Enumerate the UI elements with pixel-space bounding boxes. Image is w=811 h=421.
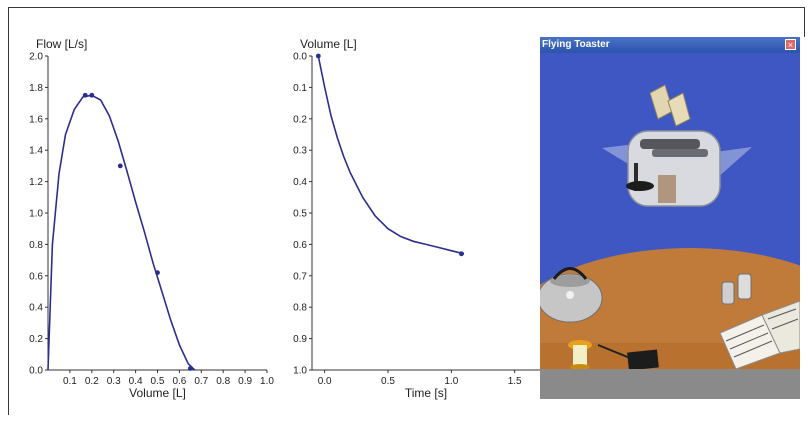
- volume-chart-y-axis-label: Volume [L]: [300, 37, 357, 51]
- volume-chart-y-tick-label: 0.0: [293, 52, 307, 63]
- volume-chart-data-point: [316, 54, 321, 59]
- flying-toaster-window[interactable]: Flying Toaster ×: [540, 37, 800, 399]
- volume-chart-y-tick-label: 0.8: [293, 303, 307, 314]
- volume-chart-y-tick-label: 0.2: [293, 114, 307, 125]
- volume-chart-y-tick-label: 0.9: [293, 334, 307, 345]
- volume-chart-series-line: [318, 56, 464, 254]
- volume-chart-y-tick-label: 0.3: [293, 146, 307, 157]
- volume-chart-x-axis-label: Time [s]: [405, 386, 447, 400]
- volume-chart-y-tick-label: 0.4: [293, 177, 307, 188]
- volume-time-chart: 0.0 0.1 0.2 0.3 0.4 0.5 0.6 0.7 0.8 0.9 1.0 0.0 0.5 1…: [0, 0, 540, 421]
- volume-chart-data-point: [459, 251, 464, 256]
- volume-chart-x-tick-label: 0.5: [381, 376, 395, 387]
- toaster-scene: [540, 53, 800, 369]
- window-title: Flying Toaster: [542, 39, 610, 50]
- volume-chart-x-tick-label: 1.5: [508, 376, 522, 387]
- volume-chart-y-tick-label: 0.6: [293, 240, 307, 251]
- volume-chart-x-tick-label: 0.0: [318, 376, 332, 387]
- frame-border-right: [804, 7, 805, 37]
- volume-chart-y-tick-label: 0.1: [293, 83, 307, 94]
- volume-chart-y-tick-label: 0.5: [293, 209, 307, 220]
- toaster-icon: [626, 131, 720, 206]
- volume-chart-y-tick-label: 0.7: [293, 271, 307, 282]
- close-icon[interactable]: ×: [785, 39, 796, 50]
- window-titlebar[interactable]: Flying Toaster ×: [540, 37, 800, 53]
- volume-chart-y-tick-label: 1.0: [293, 366, 307, 377]
